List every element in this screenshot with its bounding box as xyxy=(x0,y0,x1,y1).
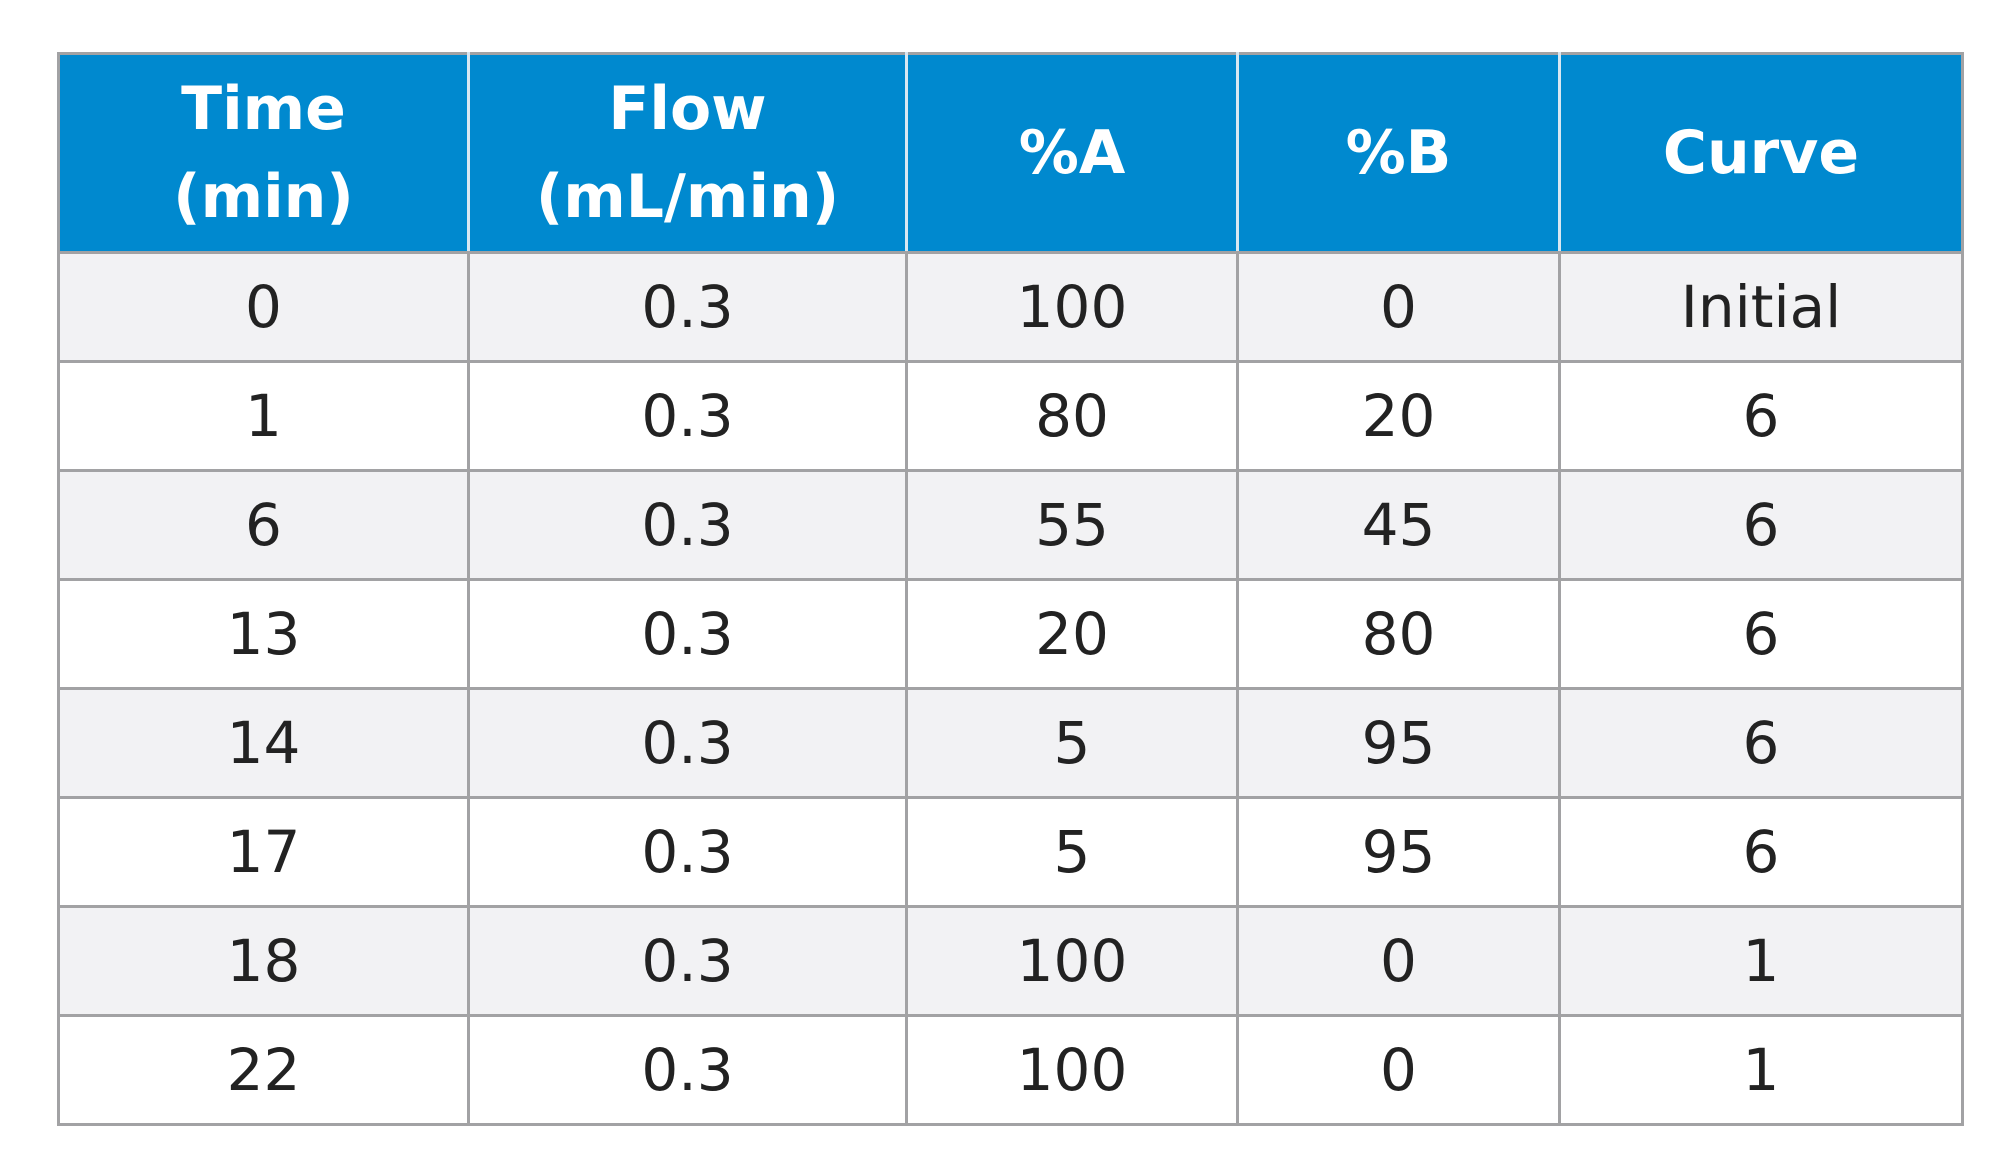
header-flow-unit: (mL/min) xyxy=(535,162,840,232)
percent-a-cell: 100 xyxy=(905,251,1239,363)
percent-b-cell: 95 xyxy=(1236,687,1561,799)
time-cell: 17 xyxy=(57,796,470,908)
percent-b-cell: 20 xyxy=(1236,360,1561,472)
header-percent-a-label: %A xyxy=(1018,118,1126,188)
table-row: 22 0.3 100 0 1 xyxy=(57,1014,1964,1126)
curve-cell: 6 xyxy=(1558,360,1964,472)
table-row: 13 0.3 20 80 6 xyxy=(57,578,1964,690)
percent-b-cell: 0 xyxy=(1236,905,1561,1017)
curve-cell: 6 xyxy=(1558,687,1964,799)
percent-a-cell: 20 xyxy=(905,578,1239,690)
time-cell: 6 xyxy=(57,469,470,581)
curve-cell: 6 xyxy=(1558,578,1964,690)
header-percent-b-label: %B xyxy=(1345,118,1452,188)
flow-cell: 0.3 xyxy=(467,251,908,363)
percent-b-cell: 0 xyxy=(1236,251,1561,363)
flow-cell: 0.3 xyxy=(467,905,908,1017)
percent-b-cell: 80 xyxy=(1236,578,1561,690)
table-row: 14 0.3 5 95 6 xyxy=(57,687,1964,799)
gradient-table: Time (min) Flow (mL/min) %A %B Curve 0 0.… xyxy=(57,52,1964,1126)
time-cell: 14 xyxy=(57,687,470,799)
time-cell: 22 xyxy=(57,1014,470,1126)
time-cell: 18 xyxy=(57,905,470,1017)
table-row: 18 0.3 100 0 1 xyxy=(57,905,1964,1017)
table-row: 1 0.3 80 20 6 xyxy=(57,360,1964,472)
percent-a-cell: 5 xyxy=(905,687,1239,799)
header-flow: Flow (mL/min) xyxy=(467,52,908,254)
flow-cell: 0.3 xyxy=(467,796,908,908)
header-curve: Curve xyxy=(1558,52,1964,254)
curve-cell: 6 xyxy=(1558,469,1964,581)
flow-cell: 0.3 xyxy=(467,687,908,799)
header-percent-a: %A xyxy=(905,52,1239,254)
time-cell: 13 xyxy=(57,578,470,690)
header-curve-label: Curve xyxy=(1662,118,1860,188)
time-cell: 1 xyxy=(57,360,470,472)
header-flow-label: Flow xyxy=(608,74,767,144)
flow-cell: 0.3 xyxy=(467,1014,908,1126)
header-time-label: Time xyxy=(181,74,346,144)
percent-a-cell: 80 xyxy=(905,360,1239,472)
flow-cell: 0.3 xyxy=(467,578,908,690)
curve-cell: 1 xyxy=(1558,1014,1964,1126)
header-row: Time (min) Flow (mL/min) %A %B Curve xyxy=(57,52,1964,254)
percent-b-cell: 0 xyxy=(1236,1014,1561,1126)
curve-cell: 1 xyxy=(1558,905,1964,1017)
curve-cell: 6 xyxy=(1558,796,1964,908)
time-cell: 0 xyxy=(57,251,470,363)
header-time: Time (min) xyxy=(57,52,470,254)
percent-a-cell: 100 xyxy=(905,905,1239,1017)
percent-a-cell: 55 xyxy=(905,469,1239,581)
table-header: Time (min) Flow (mL/min) %A %B Curve xyxy=(57,52,1964,254)
percent-b-cell: 95 xyxy=(1236,796,1561,908)
flow-cell: 0.3 xyxy=(467,469,908,581)
table-row: 6 0.3 55 45 6 xyxy=(57,469,1964,581)
table-row: 0 0.3 100 0 Initial xyxy=(57,251,1964,363)
header-time-unit: (min) xyxy=(173,162,354,232)
percent-a-cell: 5 xyxy=(905,796,1239,908)
flow-cell: 0.3 xyxy=(467,360,908,472)
table-body: 0 0.3 100 0 Initial 1 0.3 80 20 6 6 0.3 55 45 6 13 0.3 20… xyxy=(57,251,1964,1126)
curve-cell: Initial xyxy=(1558,251,1964,363)
percent-a-cell: 100 xyxy=(905,1014,1239,1126)
table-row: 17 0.3 5 95 6 xyxy=(57,796,1964,908)
header-percent-b: %B xyxy=(1236,52,1561,254)
percent-b-cell: 45 xyxy=(1236,469,1561,581)
